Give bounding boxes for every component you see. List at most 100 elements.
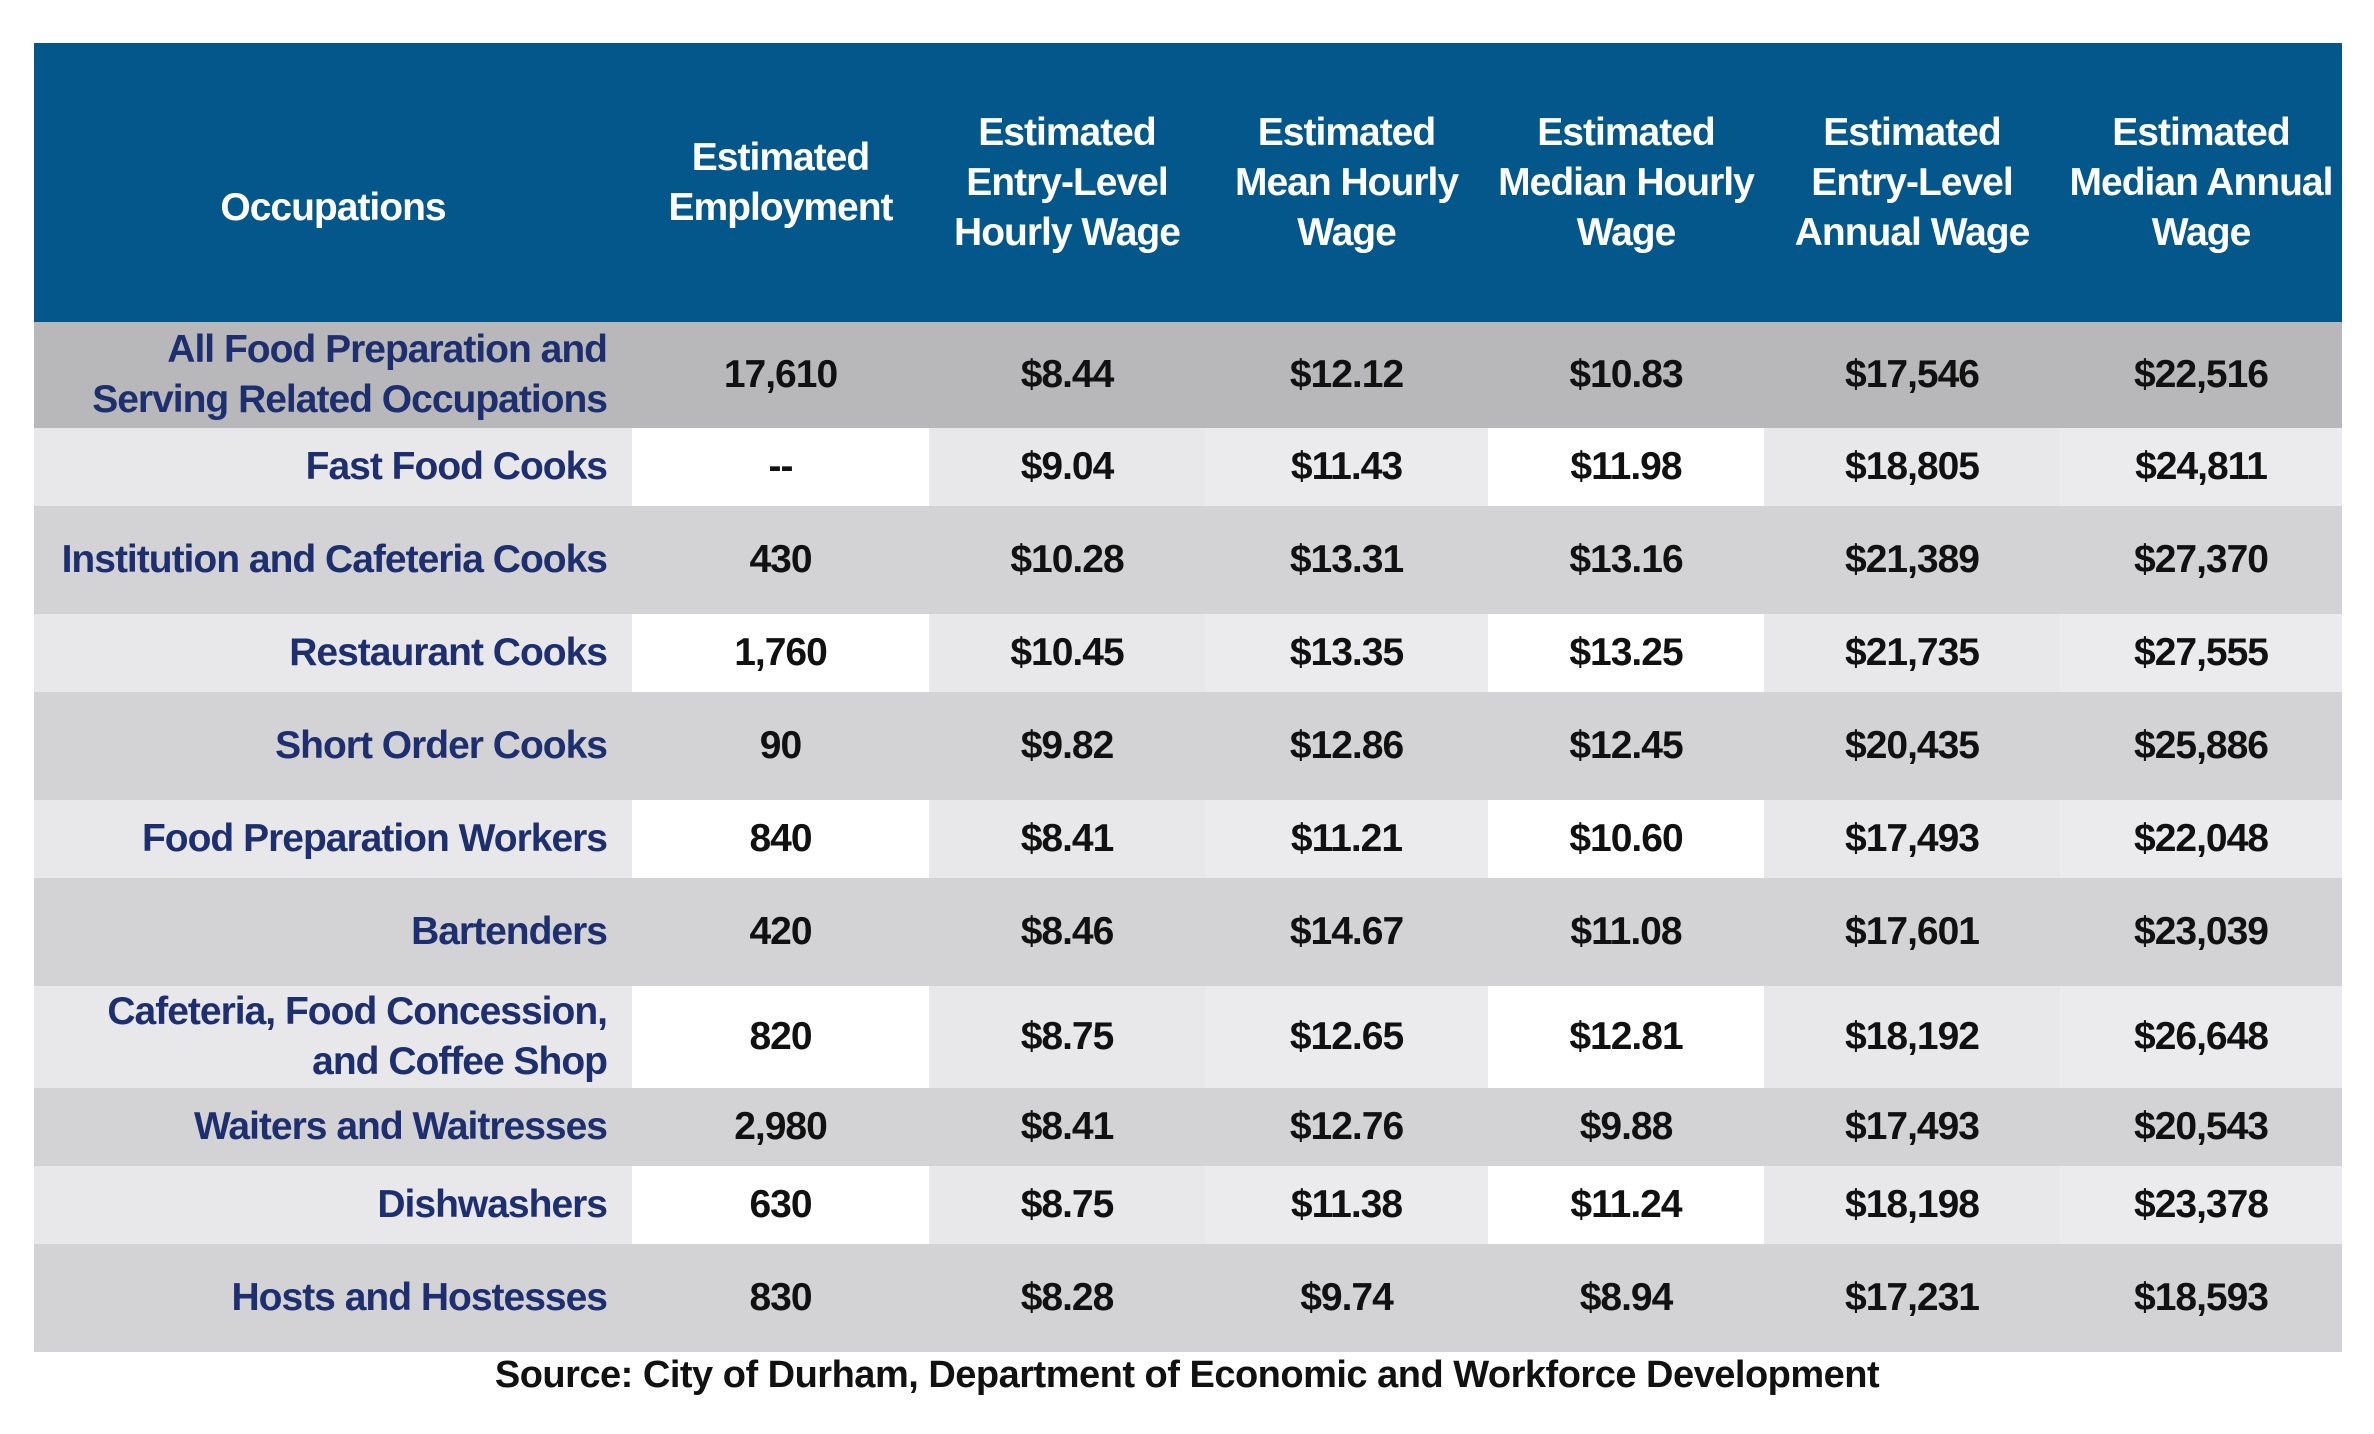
value-cell-median-hourly: $11.24: [1488, 1166, 1764, 1244]
column-header-occupations: Occupations: [34, 43, 632, 322]
value-cell-entry-annual: $18,198: [1764, 1166, 2060, 1244]
value-cell-employment: 1,760: [632, 614, 929, 692]
column-header-line: Entry-Level: [966, 160, 1168, 204]
value-cell-entry-hourly: $10.45: [929, 614, 1205, 692]
table-row: Restaurant Cooks 1,760 $10.45 $13.35 $13.25 $…: [34, 614, 2342, 692]
column-header-employment: Estimated Employment: [632, 43, 929, 322]
table-row: Waiters and Waitresses 2,980 $8.41 $12.76 $9…: [34, 1088, 2342, 1166]
value-cell-entry-annual: $17,493: [1764, 1088, 2060, 1166]
source-note: Source: City of Durham, Department of Ec…: [494, 1354, 1880, 1396]
column-header-median-hourly-wage: Estimated Median Hourly Wage: [1488, 43, 1764, 322]
value-cell-entry-annual: $17,231: [1764, 1244, 2060, 1352]
value-cell-mean-hourly: $11.21: [1205, 800, 1488, 878]
value-cell-entry-hourly: $8.46: [929, 878, 1205, 986]
value-cell-entry-hourly: $8.41: [929, 800, 1205, 878]
table-row: Institution and Cafeteria Cooks 430 $10.28…: [34, 506, 2342, 614]
occupation-cell: Fast Food Cooks: [34, 428, 632, 506]
column-header-line: Estimated: [691, 135, 870, 179]
value-cell-median-annual: $27,555: [2060, 614, 2342, 692]
value-cell-entry-annual: $17,493: [1764, 800, 2060, 878]
occupation-cell: Bartenders: [34, 878, 632, 986]
value-cell-mean-hourly: $13.31: [1205, 506, 1488, 614]
value-cell-median-hourly: $11.08: [1488, 878, 1764, 986]
value-cell-entry-annual: $17,601: [1764, 878, 2060, 986]
value-cell-entry-hourly: $8.44: [929, 322, 1205, 428]
value-cell-mean-hourly: $14.67: [1205, 878, 1488, 986]
occupation-cell: Hosts and Hostesses: [34, 1244, 632, 1352]
column-header-line: Wage: [1576, 210, 1677, 254]
table-row: All Food Preparation and Serving Related …: [34, 322, 2342, 428]
value-cell-mean-hourly: $12.76: [1205, 1088, 1488, 1166]
value-cell-median-annual: $18,593: [2060, 1244, 2342, 1352]
occupation-cell: Short Order Cooks: [34, 692, 632, 800]
column-header-line: Median Hourly: [1498, 160, 1755, 204]
column-header-median-annual-wage: Estimated Median Annual Wage: [2060, 43, 2342, 322]
occupation-cell: Food Preparation Workers: [34, 800, 632, 878]
occupation-cell: Cafeteria, Food Concession, and Coffee Sh…: [34, 986, 632, 1088]
table-header-row: Occupations Estimated Employment Estimated E…: [34, 43, 2342, 322]
value-cell-entry-hourly: $8.41: [929, 1088, 1205, 1166]
value-cell-entry-annual: $21,389: [1764, 506, 2060, 614]
value-cell-mean-hourly: $11.38: [1205, 1166, 1488, 1244]
value-cell-median-annual: $22,516: [2060, 322, 2342, 428]
occupation-label: Bartenders: [411, 910, 608, 953]
occupation-cell: Restaurant Cooks: [34, 614, 632, 692]
column-header-line: Median Annual: [2069, 160, 2334, 204]
value-cell-median-hourly: $13.25: [1488, 614, 1764, 692]
value-cell-entry-annual: $20,435: [1764, 692, 2060, 800]
value-cell-mean-hourly: $12.12: [1205, 322, 1488, 428]
occupation-label: Dishwashers: [377, 1183, 608, 1226]
occupation-label: Food Preparation Workers: [141, 817, 608, 860]
value-cell-median-annual: $27,370: [2060, 506, 2342, 614]
value-cell-median-annual: $25,886: [2060, 692, 2342, 800]
occupation-label: Restaurant Cooks: [289, 631, 608, 674]
value-cell-employment: 840: [632, 800, 929, 878]
value-cell-median-hourly: $8.94: [1488, 1244, 1764, 1352]
column-header-line: Employment: [668, 185, 893, 229]
value-cell-mean-hourly: $12.65: [1205, 986, 1488, 1088]
value-cell-employment: --: [632, 428, 929, 506]
column-header-line: Wage: [2151, 210, 2252, 254]
table-row: Cafeteria, Food Concession, and Coffee Sh…: [34, 986, 2342, 1088]
column-header-line: Estimated: [2112, 110, 2290, 154]
value-cell-entry-annual: $18,805: [1764, 428, 2060, 506]
column-header-line: Estimated: [1257, 110, 1436, 154]
column-header-entry-annual-wage: Estimated Entry-Level Annual Wage: [1764, 43, 2060, 322]
value-cell-employment: 430: [632, 506, 929, 614]
value-cell-employment: 17,610: [632, 322, 929, 428]
value-cell-median-annual: $20,543: [2060, 1088, 2342, 1166]
table-row: Hosts and Hostesses 830 $8.28 $9.74 $8.94 $17…: [34, 1244, 2342, 1352]
value-cell-entry-annual: $17,546: [1764, 322, 2060, 428]
value-cell-entry-hourly: $8.28: [929, 1244, 1205, 1352]
value-cell-entry-hourly: $9.82: [929, 692, 1205, 800]
column-header-line: Annual Wage: [1794, 210, 2031, 254]
column-header-line: Mean Hourly: [1234, 160, 1459, 204]
table-body: All Food Preparation and Serving Related …: [34, 322, 2342, 1352]
value-cell-employment: 820: [632, 986, 929, 1088]
column-header-line: Estimated: [1537, 110, 1715, 154]
value-cell-entry-annual: $21,735: [1764, 614, 2060, 692]
value-cell-employment: 90: [632, 692, 929, 800]
value-cell-entry-annual: $18,192: [1764, 986, 2060, 1088]
table-row: Short Order Cooks 90 $9.82 $12.86 $12.45 $20,…: [34, 692, 2342, 800]
column-header-entry-hourly-wage: Estimated Entry-Level Hourly Wage: [929, 43, 1205, 322]
column-header-line: Occupations: [220, 185, 446, 229]
value-cell-entry-hourly: $8.75: [929, 986, 1205, 1088]
table-row: Food Preparation Workers 840 $8.41 $11.21 $1…: [34, 800, 2342, 878]
value-cell-mean-hourly: $9.74: [1205, 1244, 1488, 1352]
column-header-line: Wage: [1297, 210, 1397, 254]
occupation-label: Institution and Cafeteria Cooks: [61, 538, 608, 581]
occupation-label: Short Order Cooks: [275, 724, 608, 767]
occupation-label: Fast Food Cooks: [305, 445, 608, 488]
occupation-cell: All Food Preparation and Serving Related …: [34, 322, 632, 428]
occupation-label: All Food Preparation and: [167, 328, 608, 371]
column-header-line: Estimated: [1823, 110, 2001, 154]
value-cell-employment: 2,980: [632, 1088, 929, 1166]
value-cell-median-hourly: $10.83: [1488, 322, 1764, 428]
value-cell-median-annual: $23,378: [2060, 1166, 2342, 1244]
column-header-line: Entry-Level: [1811, 160, 2013, 204]
occupation-label: Serving Related Occupations: [92, 378, 608, 421]
value-cell-entry-hourly: $9.04: [929, 428, 1205, 506]
occupation-label: Cafeteria, Food Concession,: [107, 990, 608, 1033]
value-cell-median-hourly: $9.88: [1488, 1088, 1764, 1166]
